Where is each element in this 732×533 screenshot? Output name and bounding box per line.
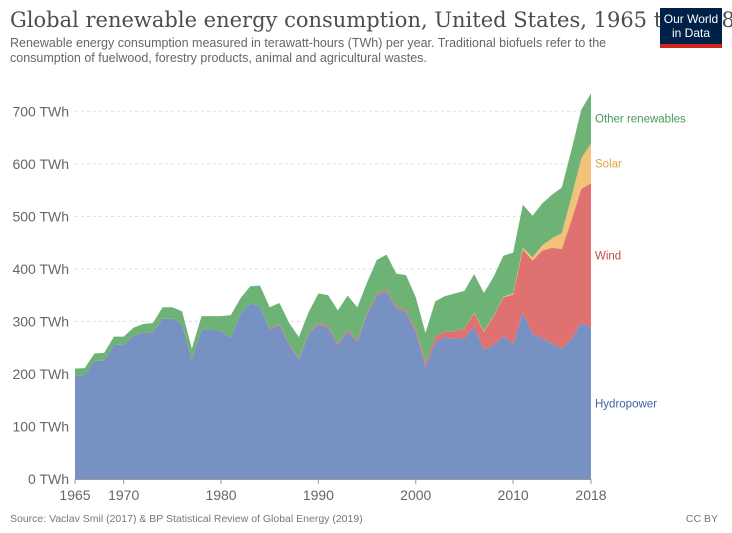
chart-subtitle: Renewable energy consumption measured in… xyxy=(10,36,607,65)
y-tick-label: 700 TWh xyxy=(12,103,69,119)
x-tick-label: 1970 xyxy=(108,487,139,503)
axes: 0 TWh 100 TWh 200 TWh 300 TWh 400 TWh 500 TWh… xyxy=(12,103,606,503)
x-tick-label: 2010 xyxy=(498,487,529,503)
y-tick-label: 300 TWh xyxy=(12,313,69,329)
y-tick-label: 0 TWh xyxy=(28,471,69,487)
y-tick-label: 200 TWh xyxy=(12,366,69,382)
area-other-renewables[interactable] xyxy=(75,93,591,376)
series-label-hydropower[interactable]: Hydropower xyxy=(595,398,657,410)
series-label-other-renewables[interactable]: Other renewables xyxy=(595,113,686,125)
x-tick-label: 1980 xyxy=(205,487,236,503)
series-areas xyxy=(75,93,591,479)
area-hydropower[interactable] xyxy=(75,291,591,479)
owid-logo[interactable]: Our World in Data xyxy=(660,8,722,48)
x-tick-label: 2018 xyxy=(575,487,606,503)
y-tick-label: 100 TWh xyxy=(12,418,69,434)
chart-title: Global renewable energy consumption, Uni… xyxy=(10,8,732,32)
logo-line-1: Our World xyxy=(663,12,719,26)
stacked-area-chart: 0 TWh 100 TWh 200 TWh 300 TWh 400 TWh 500 TWh… xyxy=(12,93,686,503)
license-badge[interactable]: CC BY xyxy=(685,513,718,525)
series-labels: Hydropower Wind Solar Other renewables xyxy=(595,113,686,410)
y-tick-label: 400 TWh xyxy=(12,261,69,277)
series-label-wind[interactable]: Wind xyxy=(595,250,621,262)
y-tick-label: 600 TWh xyxy=(12,156,69,172)
logo-line-2: in Data xyxy=(671,26,711,40)
y-tick-label: 500 TWh xyxy=(12,208,69,224)
x-tick-label: 1965 xyxy=(59,487,90,503)
source-note[interactable]: Source: Vaclav Smil (2017) & BP Statisti… xyxy=(10,513,363,525)
x-tick-label: 1990 xyxy=(303,487,334,503)
series-label-solar[interactable]: Solar xyxy=(595,158,622,170)
x-tick-label: 2000 xyxy=(400,487,431,503)
